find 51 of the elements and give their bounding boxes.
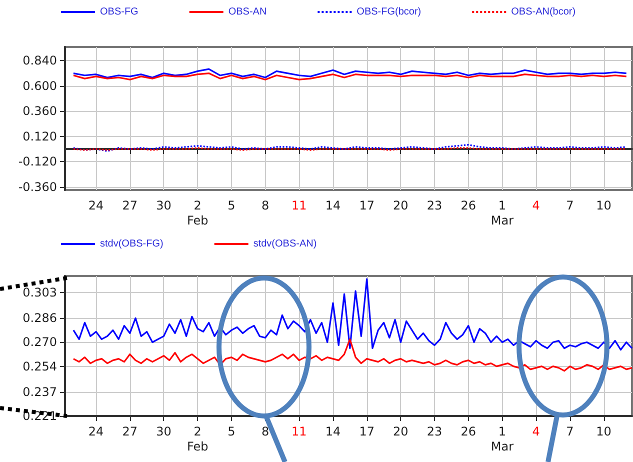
y-tick-label: 0.120 <box>22 129 57 144</box>
x-tick-label: 11 <box>291 424 307 438</box>
y-tick-label: 0.360 <box>22 104 57 118</box>
x-tick-label: 14 <box>325 424 341 438</box>
y-tick-label: -0.120 <box>18 154 57 169</box>
x-tick-label: 11 <box>291 198 307 212</box>
x-tick-label: 2 Feb <box>186 424 208 454</box>
y-tick-label: 0.840 <box>22 54 57 68</box>
x-tick-label: 23 <box>426 198 442 212</box>
x-tick-label: 1 Mar <box>490 198 514 228</box>
x-tick-label: 24 <box>88 424 104 438</box>
x-tick-label: 27 <box>122 424 138 438</box>
x-tick-label: 4 <box>532 198 540 212</box>
x-tick-label: 8 <box>261 424 270 438</box>
y-tick-label: -0.360 <box>18 180 57 194</box>
legend-label: stdv(OBS-AN) <box>253 238 317 250</box>
x-tick-label: 17 <box>359 198 374 212</box>
x-tick-label: 10 <box>596 198 612 212</box>
x-tick-label: 26 <box>460 198 476 212</box>
x-tick-label: 30 <box>156 198 172 212</box>
y-tick-label: 0.600 <box>22 78 57 93</box>
x-tick-label: 4 <box>532 424 540 438</box>
x-tick-label: 27 <box>122 198 138 212</box>
y-tick-label: 0.237 <box>22 384 57 399</box>
x-tick-label: 26 <box>460 424 476 438</box>
y-tick-label: 0.286 <box>22 311 57 326</box>
y-tick-label: 0.270 <box>22 335 57 350</box>
legend-label: OBS-FG(bcor) <box>356 6 422 18</box>
x-tick-label: 23 <box>426 424 442 438</box>
x-tick-label: 24 <box>88 198 104 212</box>
x-tick-label: 7 <box>566 424 574 438</box>
legend-label: stdv(OBS-FG) <box>100 238 164 250</box>
line-series <box>72 338 633 372</box>
x-tick-label: 2 Feb <box>186 198 208 228</box>
x-tick-label: 7 <box>566 198 574 212</box>
x-tick-label: 5 <box>228 198 236 212</box>
x-tick-label: 20 <box>393 424 408 438</box>
y-tick-label: 0.254 <box>22 359 57 374</box>
x-tick-label: 20 <box>393 198 408 212</box>
legend-label: OBS-AN <box>228 6 267 18</box>
x-tick-label: 1 Mar <box>490 424 514 454</box>
x-tick-label: 8 <box>261 198 270 212</box>
x-tick-label: 17 <box>359 424 374 438</box>
x-tick-label: 14 <box>325 198 341 212</box>
legend-label: OBS-AN(bcor) <box>511 6 576 18</box>
x-tick-label: 30 <box>156 424 172 438</box>
legend-label: OBS-FG <box>100 6 139 18</box>
x-tick-label: 10 <box>596 424 612 438</box>
line-series <box>72 278 633 351</box>
y-tick-label: 0.303 <box>22 286 57 300</box>
x-tick-label: 5 <box>228 424 236 438</box>
